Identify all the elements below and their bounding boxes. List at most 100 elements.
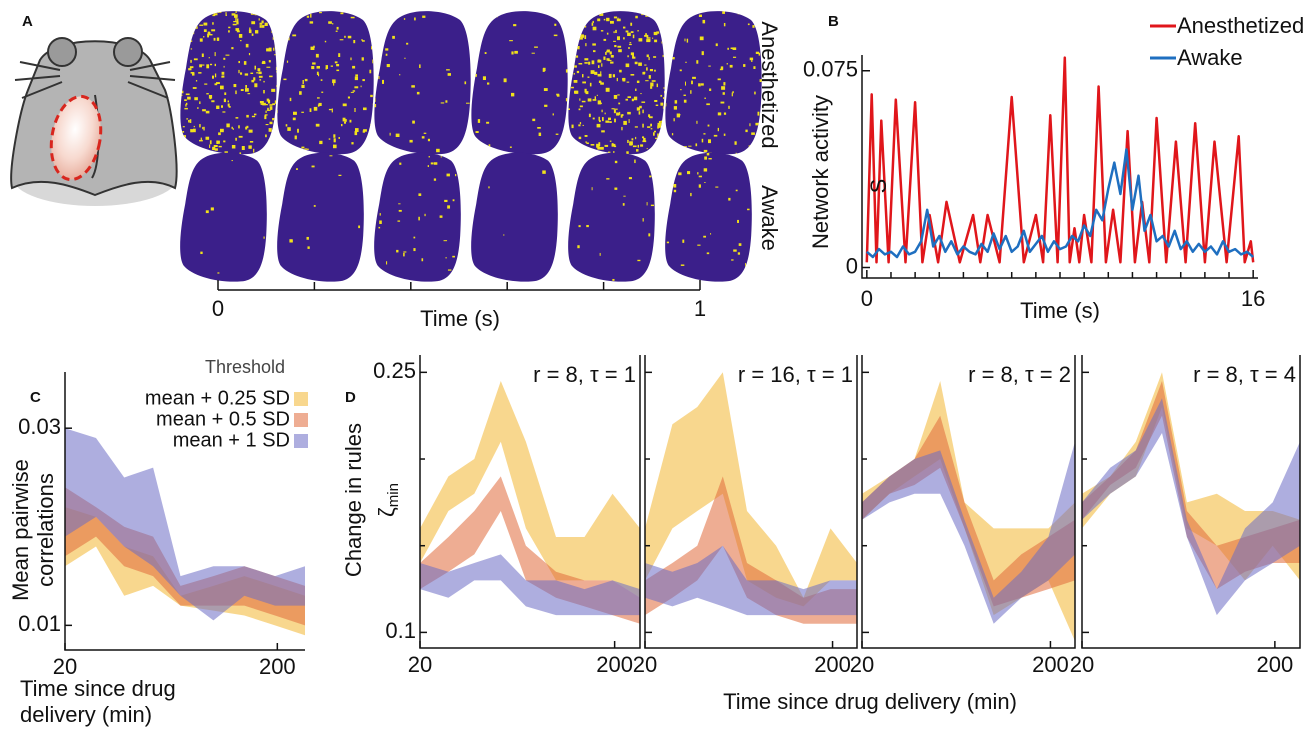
activity-speck xyxy=(301,146,305,149)
activity-speck xyxy=(586,142,589,144)
activity-speck xyxy=(578,156,581,160)
activity-speck xyxy=(751,59,753,62)
activity-speck xyxy=(201,53,204,57)
activity-speck xyxy=(371,46,374,50)
activity-speck xyxy=(752,25,755,28)
activity-speck xyxy=(645,80,649,82)
activity-speck xyxy=(182,126,185,128)
activity-speck xyxy=(511,92,515,97)
activity-speck xyxy=(613,108,618,110)
activity-speck xyxy=(398,209,402,212)
activity-speck xyxy=(382,79,384,84)
activity-speck xyxy=(661,28,665,32)
activity-speck xyxy=(638,38,643,42)
activity-speck xyxy=(196,156,199,158)
activity-speck xyxy=(580,11,584,15)
activity-speck xyxy=(534,46,538,48)
activity-speck xyxy=(301,84,305,88)
activity-speck xyxy=(439,215,443,218)
activity-speck xyxy=(225,54,230,56)
activity-speck xyxy=(318,73,320,77)
activity-speck xyxy=(268,140,271,143)
activity-speck xyxy=(542,170,546,174)
activity-speck xyxy=(702,19,706,24)
activity-speck xyxy=(537,127,541,129)
x-tick-label: 20 xyxy=(1070,652,1094,677)
activity-speck xyxy=(213,13,218,16)
activity-speck xyxy=(311,66,315,70)
activity-speck xyxy=(249,141,254,143)
activity-speck xyxy=(568,127,569,130)
activity-speck xyxy=(223,140,226,143)
activity-speck xyxy=(183,23,186,27)
activity-speck xyxy=(717,112,722,116)
activity-speck xyxy=(656,31,660,34)
activity-speck xyxy=(362,79,365,82)
activity-speck xyxy=(691,80,693,85)
activity-speck xyxy=(574,65,577,68)
activity-speck xyxy=(460,145,465,148)
activity-speck xyxy=(609,121,612,123)
activity-speck xyxy=(277,33,280,35)
activity-speck xyxy=(445,100,448,103)
activity-speck xyxy=(220,85,224,90)
activity-speck xyxy=(651,158,655,160)
activity-speck xyxy=(414,8,416,10)
activity-speck xyxy=(307,246,310,249)
activity-speck xyxy=(629,143,633,146)
activity-speck xyxy=(356,11,360,13)
activity-speck xyxy=(424,213,426,217)
activity-speck xyxy=(578,108,581,111)
activity-speck xyxy=(347,96,350,99)
activity-speck xyxy=(211,100,215,103)
activity-speck xyxy=(544,104,548,107)
activity-speck xyxy=(703,168,708,172)
activity-speck xyxy=(301,111,304,113)
activity-speck xyxy=(221,76,224,78)
activity-speck xyxy=(344,121,346,124)
activity-speck xyxy=(610,61,614,64)
activity-speck xyxy=(331,108,333,113)
activity-speck xyxy=(231,47,234,50)
activity-speck xyxy=(747,23,750,26)
activity-speck xyxy=(673,189,677,193)
activity-speck xyxy=(310,13,312,18)
activity-speck xyxy=(263,90,265,94)
activity-speck xyxy=(287,37,290,41)
activity-speck xyxy=(573,73,575,75)
range-band xyxy=(862,381,1075,642)
activity-speck xyxy=(254,113,257,116)
activity-speck xyxy=(309,108,312,112)
activity-speck xyxy=(629,141,633,145)
activity-speck xyxy=(613,31,615,34)
activity-map xyxy=(568,152,655,282)
activity-speck xyxy=(440,154,442,158)
activity-speck xyxy=(635,136,637,140)
activity-speck xyxy=(713,134,718,137)
panel-title: r = 16, τ = 1 xyxy=(738,362,853,387)
activity-speck xyxy=(447,73,451,76)
activity-speck xyxy=(672,31,674,33)
activity-speck xyxy=(350,57,352,61)
activity-speck xyxy=(636,80,640,83)
activity-speck xyxy=(195,153,197,157)
activity-speck xyxy=(214,73,217,78)
activity-speck xyxy=(514,50,518,54)
activity-speck xyxy=(632,34,635,39)
mouse-ear xyxy=(113,37,143,67)
activity-speck xyxy=(663,87,665,89)
activity-speck xyxy=(259,25,261,28)
activity-speck xyxy=(436,148,440,153)
activity-speck xyxy=(275,12,277,14)
activity-speck xyxy=(210,34,213,36)
activity-speck xyxy=(275,31,277,36)
activity-speck xyxy=(245,88,249,92)
activity-speck xyxy=(253,148,255,153)
activity-speck xyxy=(626,81,630,83)
axes xyxy=(419,355,641,649)
cortex-outline xyxy=(277,152,364,282)
activity-speck xyxy=(231,126,233,129)
activity-speck xyxy=(234,14,238,18)
activity-speck xyxy=(222,111,226,113)
activity-speck xyxy=(245,85,247,88)
